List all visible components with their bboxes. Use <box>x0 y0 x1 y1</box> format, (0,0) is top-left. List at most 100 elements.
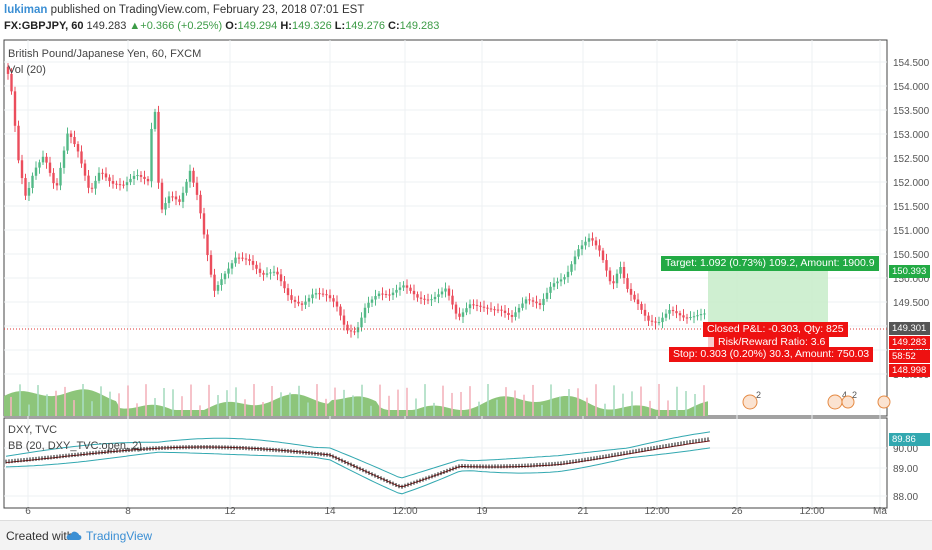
event-flag-icon[interactable] <box>841 395 855 409</box>
volume-bar <box>343 389 345 416</box>
author-link[interactable]: lukiman <box>4 4 48 16</box>
candle-body <box>678 313 682 316</box>
risk-reward-label[interactable]: Risk/Reward Ratio: 3.6 <box>714 335 830 350</box>
tradingview-link[interactable]: TradingView <box>86 529 153 543</box>
volume-bar <box>460 391 462 416</box>
time-tick-label: 12:00 <box>644 506 669 517</box>
volume-bar <box>64 386 66 416</box>
close-value: 149.283 <box>399 20 440 32</box>
volume-bar <box>154 398 156 416</box>
candle-body <box>325 294 328 296</box>
event-flag-icon[interactable] <box>742 394 758 410</box>
price-tick-label: 150.500 <box>893 250 930 261</box>
candle-body <box>545 292 549 299</box>
candle-body <box>696 315 699 317</box>
event-flag-icon[interactable] <box>827 394 843 410</box>
target-zone[interactable] <box>708 270 828 332</box>
candle-body <box>45 156 48 163</box>
candle-body <box>517 307 521 313</box>
time-tick-label: 12 <box>224 506 236 517</box>
volume-bar <box>388 395 390 416</box>
event-flag-icon[interactable] <box>877 395 891 409</box>
candle-body <box>514 312 517 317</box>
candle-body <box>535 301 538 304</box>
candle-body <box>97 172 101 181</box>
event-icons[interactable]: 2 4 2 <box>742 390 891 410</box>
stop-price-tag: 148.998 <box>889 364 930 377</box>
candle-body <box>472 304 475 306</box>
volume-bar <box>676 386 678 416</box>
candle-body <box>104 173 108 178</box>
candle-body <box>685 317 689 319</box>
volume-bar <box>190 384 192 416</box>
candle-body <box>300 303 304 305</box>
time-tick-label: 8 <box>125 506 131 517</box>
volume-bar <box>397 389 399 416</box>
candle-body <box>454 304 458 314</box>
candle-body <box>349 330 353 332</box>
volume-bar <box>658 384 660 416</box>
bb-indicator-label[interactable]: BB (20, DXY_TVC:open, 2) <box>8 440 142 452</box>
closed-pnl-label[interactable]: Closed P&L: -0.303, Qty: 825 <box>703 322 848 337</box>
candle-body <box>55 183 59 186</box>
candle-body <box>370 299 374 303</box>
volume-bar <box>406 387 408 416</box>
volume-bar <box>226 390 228 416</box>
candle-body <box>510 315 514 317</box>
candle-body <box>458 313 461 317</box>
chart-area[interactable]: 154.500 154.000 153.500 153.000 152.500 152.0… <box>0 38 932 518</box>
candle-body <box>465 308 468 313</box>
open-label: O: <box>225 20 238 32</box>
volume-bar <box>181 396 183 416</box>
volume-bar <box>118 393 120 416</box>
candle-body <box>181 192 185 202</box>
high-label: H: <box>280 20 292 32</box>
candle-body <box>227 268 230 274</box>
volume-bar <box>514 390 516 416</box>
candle-body <box>423 298 426 300</box>
volume-bar <box>55 390 57 416</box>
candle-body <box>83 163 87 176</box>
symbol-label[interactable]: FX:GBPJPY, 60 <box>4 20 84 32</box>
candle-body <box>216 285 220 291</box>
price-tick-label: 152.000 <box>893 178 930 189</box>
candle-body <box>66 133 69 151</box>
candle-body <box>153 111 157 129</box>
volume-bar <box>379 384 381 416</box>
candle-body <box>24 178 27 196</box>
candle-body <box>388 294 391 296</box>
candle-body <box>531 300 535 302</box>
main-pane-title: British Pound/Japanese Yen, 60, FXCM <box>8 48 202 60</box>
volume-bar <box>199 405 201 416</box>
candle-body <box>276 271 279 275</box>
created-with-label: Created with <box>6 529 74 543</box>
candle-body <box>664 313 668 318</box>
candle-body <box>626 278 629 289</box>
volume-bar <box>613 385 615 416</box>
volume-bar <box>262 402 264 416</box>
price-chart[interactable]: 154.500 154.000 153.500 153.000 152.500 152.0… <box>0 38 932 518</box>
candle-body <box>20 160 24 179</box>
target-label[interactable]: Target: 1.092 (0.73%) 109.2, Amount: 190… <box>661 256 879 271</box>
candle-body <box>682 315 685 318</box>
volume-bar <box>487 384 489 416</box>
candle-body <box>395 289 398 293</box>
stop-label[interactable]: Stop: 0.303 (0.20%) 30.3, Amount: 750.03 <box>669 347 874 362</box>
volume-indicator-label[interactable]: Vol (20) <box>8 64 46 76</box>
candle-body <box>412 290 416 295</box>
volume-bar <box>694 393 696 416</box>
candle-body <box>80 151 83 164</box>
candle-body <box>524 299 528 304</box>
candle-body <box>185 181 188 193</box>
candle-body <box>307 298 311 302</box>
candle-body <box>90 187 94 189</box>
time-tick-label: 12:00 <box>799 506 824 517</box>
volume-bar <box>280 392 282 416</box>
candle-body <box>608 270 612 282</box>
candle-body <box>356 327 360 333</box>
candle-body <box>195 182 199 195</box>
time-tick-label: Ma <box>873 506 887 517</box>
candle-body <box>629 288 633 295</box>
candle-body <box>374 296 377 300</box>
candle-body <box>643 309 647 316</box>
